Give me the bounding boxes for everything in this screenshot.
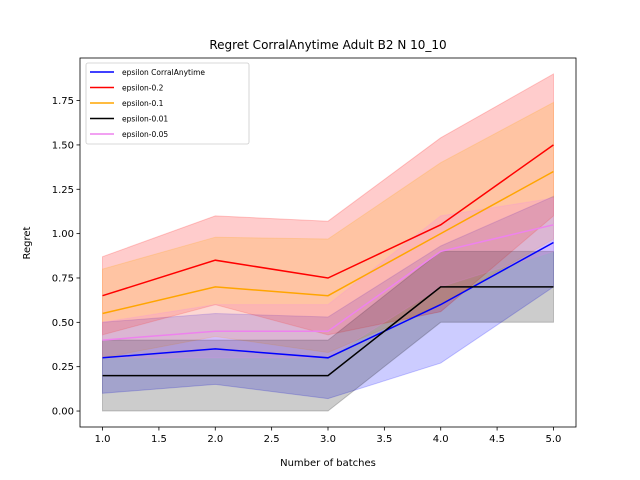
confidence-bands — [102, 73, 554, 412]
chart-title: Regret CorralAnytime Adult B2 N 10_10 — [209, 38, 446, 52]
y-tick-label: 0.75 — [52, 273, 74, 284]
legend-label-4: epsilon-0.05 — [122, 130, 168, 139]
series-lines — [102, 144, 554, 377]
y-tick-label: 1.75 — [52, 96, 74, 107]
series-line-1 — [102, 144, 554, 297]
y-tick-label: 0.25 — [52, 362, 74, 373]
y-tick-label: 1.50 — [52, 140, 74, 151]
y-tick-label: 0.50 — [52, 318, 74, 329]
x-tick-label: 5.0 — [546, 434, 562, 445]
series-line-0 — [102, 241, 554, 359]
confidence-band-4 — [102, 197, 554, 359]
x-tick-label: 1.0 — [95, 434, 111, 445]
confidence-band-1 — [102, 73, 554, 336]
x-tick-label: 3.5 — [376, 434, 392, 445]
x-tick-label: 2.5 — [264, 434, 280, 445]
x-tick-label: 2.0 — [207, 434, 223, 445]
y-axis-ticks: 0.00 0.25 0.50 0.75 1.00 1.25 1.50 1.75 — [52, 96, 80, 418]
confidence-band-2 — [102, 101, 554, 359]
series-line-2 — [102, 170, 554, 315]
legend-label-1: epsilon-0.2 — [122, 84, 164, 93]
x-tick-label: 3.0 — [320, 434, 336, 445]
legend-label-2: epsilon-0.1 — [122, 99, 164, 108]
legend-box — [85, 62, 250, 145]
confidence-band-3 — [102, 250, 554, 412]
x-axis-ticks: 1.0 1.5 2.0 2.5 3.0 3.5 4.0 4.5 5.0 — [95, 427, 562, 445]
y-axis-label: Regret — [22, 226, 33, 259]
y-tick-label: 1.25 — [52, 185, 74, 196]
y-tick-label: 0.00 — [52, 407, 74, 418]
x-tick-label: 1.5 — [151, 434, 167, 445]
series-line-3 — [102, 286, 554, 377]
legend: epsilon CorralAnytime epsilon-0.2 epsilon-… — [85, 62, 250, 145]
x-tick-label: 4.5 — [489, 434, 505, 445]
series-line-4 — [102, 224, 554, 341]
x-tick-label: 4.0 — [433, 434, 449, 445]
legend-label-0: epsilon CorralAnytime — [122, 68, 205, 77]
y-tick-label: 1.00 — [52, 229, 74, 240]
x-axis-label: Number of batches — [280, 458, 376, 469]
legend-label-3: epsilon-0.01 — [122, 115, 168, 124]
